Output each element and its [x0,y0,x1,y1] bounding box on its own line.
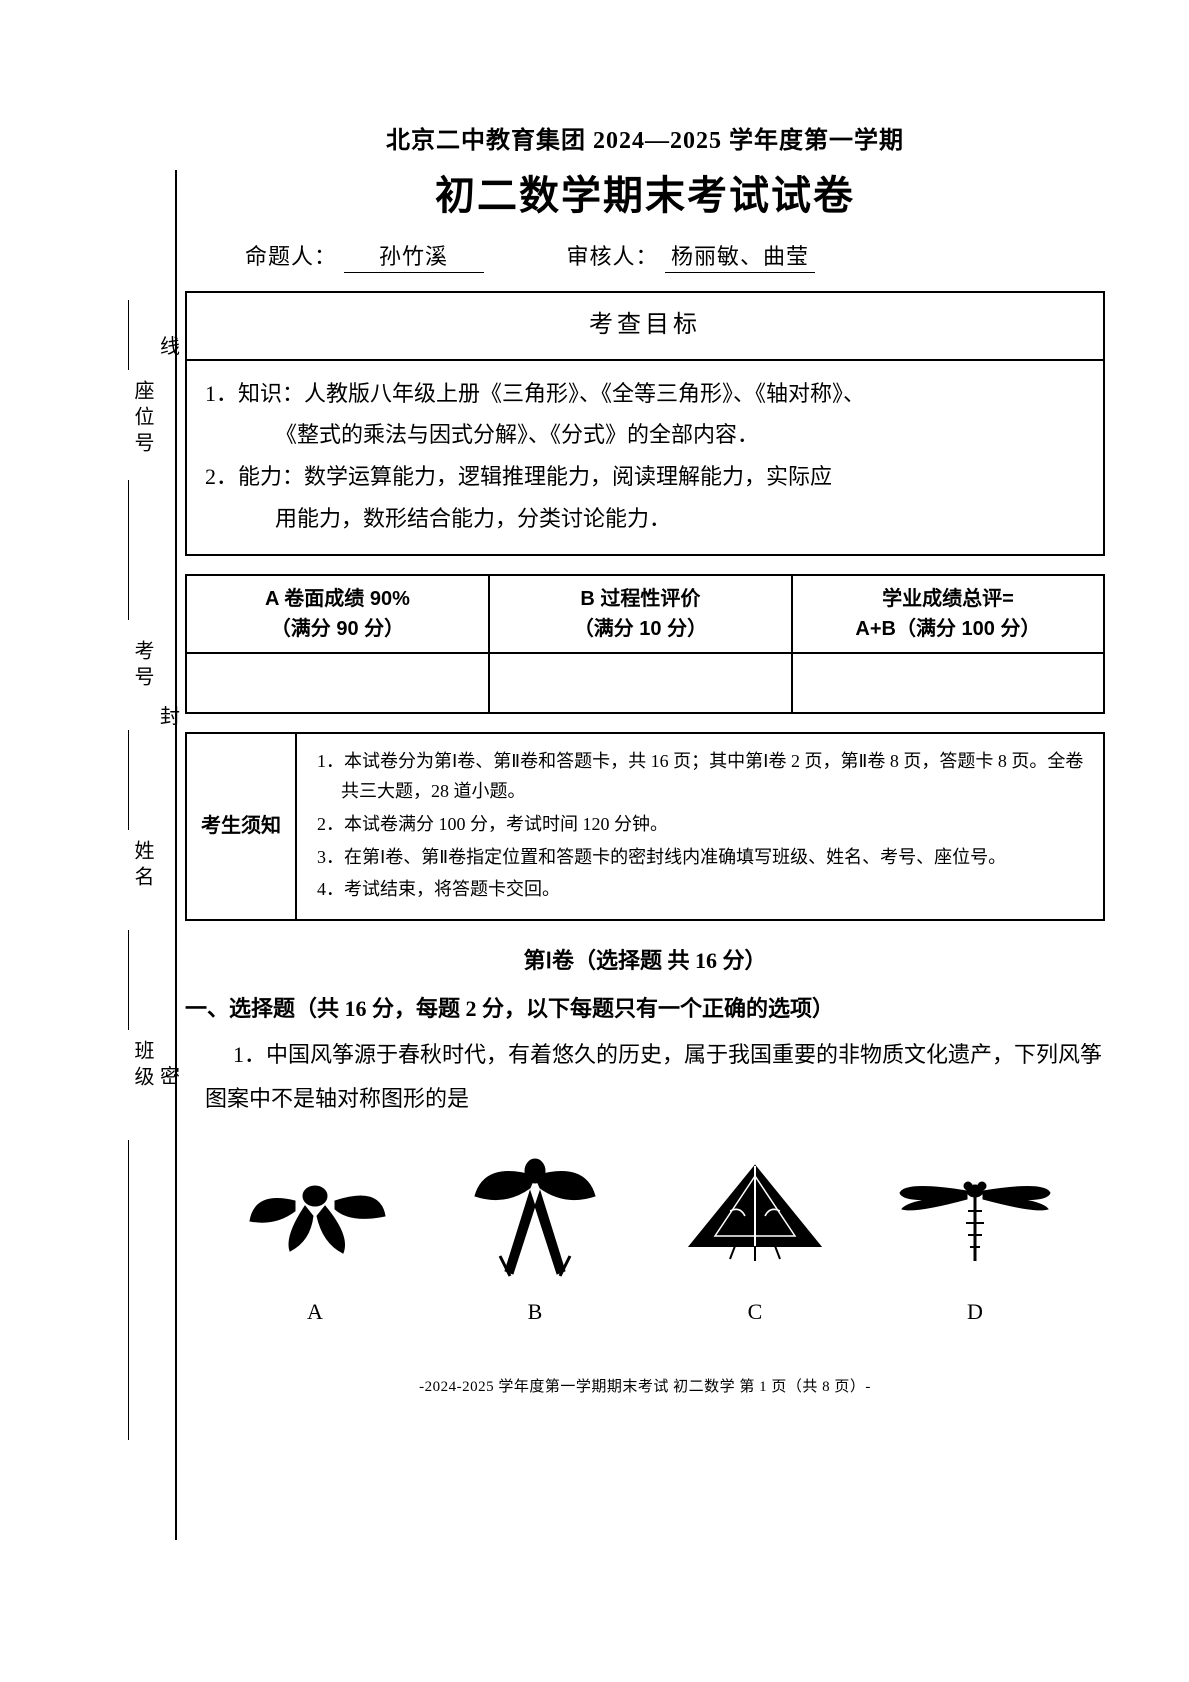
kite-illustration-d [875,1141,1075,1281]
score-col-sub: A+B（满分 100 分） [855,618,1040,640]
score-blank-cell [792,653,1104,713]
margin-fill-line [128,480,130,620]
objective-line: 用能力，数形结合能力，分类讨论能力． [205,498,1085,540]
objective-title: 考查目标 [187,293,1103,361]
margin-fill-line [128,1140,130,1440]
kite-illustration-a [215,1141,415,1281]
option-c: C [655,1141,855,1325]
score-blank-cell [186,653,489,713]
page-footer: -2024-2025 学年度第一学期期末考试 初二数学 第 1 页（共 8 页）… [185,1375,1105,1396]
author-name: 孙竹溪 [344,239,484,273]
question-1-options: A B [185,1141,1105,1325]
option-letter: A [215,1299,415,1325]
score-blank-cell [489,653,792,713]
question-1-text: 1．中国风筝源于春秋时代，有着悠久的历史，属于我国重要的非物质文化遗产，下列风筝… [185,1033,1105,1121]
kite-illustration-c [655,1141,855,1281]
margin-fill-line [128,930,130,1030]
school-header: 北京二中教育集团 2024—2025 学年度第一学期 [185,120,1105,155]
option-letter: D [875,1299,1075,1325]
notice-item: 1．本试卷分为第Ⅰ卷、第Ⅱ卷和答题卡，共 16 页；其中第Ⅰ卷 2 页，第Ⅱ卷 … [317,746,1089,807]
notice-label: 考生须知 [186,733,296,920]
notice-item: 2．本试卷满分 100 分，考试时间 120 分钟。 [317,809,1089,840]
exam-title: 初二数学期末考试试卷 [185,163,1105,221]
seal-label-feng: 封 [160,700,180,729]
page-content: 北京二中教育集团 2024—2025 学年度第一学期 初二数学期末考试试卷 命题… [185,120,1105,1540]
section-1-header: 第Ⅰ卷（选择题 共 16 分） [185,943,1105,975]
seal-label-mi: 密 [160,1060,180,1089]
notice-table: 考生须知 1．本试卷分为第Ⅰ卷、第Ⅱ卷和答题卡，共 16 页；其中第Ⅰ卷 2 页… [185,732,1105,921]
score-col-sub: （满分 90 分） [271,618,404,640]
margin-fill-line [128,730,130,830]
notice-item: 4．考试结束，将答题卡交回。 [317,874,1089,905]
score-col-header: A 卷面成绩 90% [265,588,410,610]
option-a: A [215,1141,415,1325]
margin-label-name: 姓名 [128,840,157,892]
author-line: 命题人： 孙竹溪 审核人： 杨丽敏、曲莹 [245,239,1105,273]
objective-line: 《整式的乘法与因式分解》、《分式》的全部内容． [205,414,1085,456]
objective-line: 1．知识：人教版八年级上册《三角形》、《全等三角形》、《轴对称》、 [205,373,1085,415]
option-b: B [435,1141,635,1325]
objective-line: 2．能力：数学运算能力，逻辑推理能力，阅读理解能力，实际应 [205,456,1085,498]
margin-label-exam: 考号 [128,640,157,692]
reviewer-name: 杨丽敏、曲莹 [665,239,815,273]
question-group-heading: 一、选择题（共 16 分，每题 2 分，以下每题只有一个正确的选项） [185,991,1105,1023]
margin-vertical-line [175,170,177,1540]
objective-box: 考查目标 1．知识：人教版八年级上册《三角形》、《全等三角形》、《轴对称》、 《… [185,291,1105,556]
option-letter: C [655,1299,855,1325]
seal-label-line: 线 [160,330,180,359]
score-table: A 卷面成绩 90% （满分 90 分） B 过程性评价 （满分 10 分） 学… [185,574,1105,714]
score-col-sub: （满分 10 分） [574,618,707,640]
score-col-header: 学业成绩总评= [882,588,1014,610]
kite-illustration-b [435,1141,635,1281]
author-label: 命题人： [245,239,337,271]
notice-item: 3．在第Ⅰ卷、第Ⅱ卷指定位置和答题卡的密封线内准确填写班级、姓名、考号、座位号。 [317,842,1089,873]
option-d: D [875,1141,1075,1325]
notice-list: 1．本试卷分为第Ⅰ卷、第Ⅱ卷和答题卡，共 16 页；其中第Ⅰ卷 2 页，第Ⅱ卷 … [311,746,1089,905]
margin-fill-line [128,300,130,370]
margin-label-class: 班级 [128,1040,157,1092]
margin-label-seat: 座位号 [128,380,157,458]
score-col-header: B 过程性评价 [580,588,700,610]
reviewer-label: 审核人： [567,239,659,271]
option-letter: B [435,1299,635,1325]
